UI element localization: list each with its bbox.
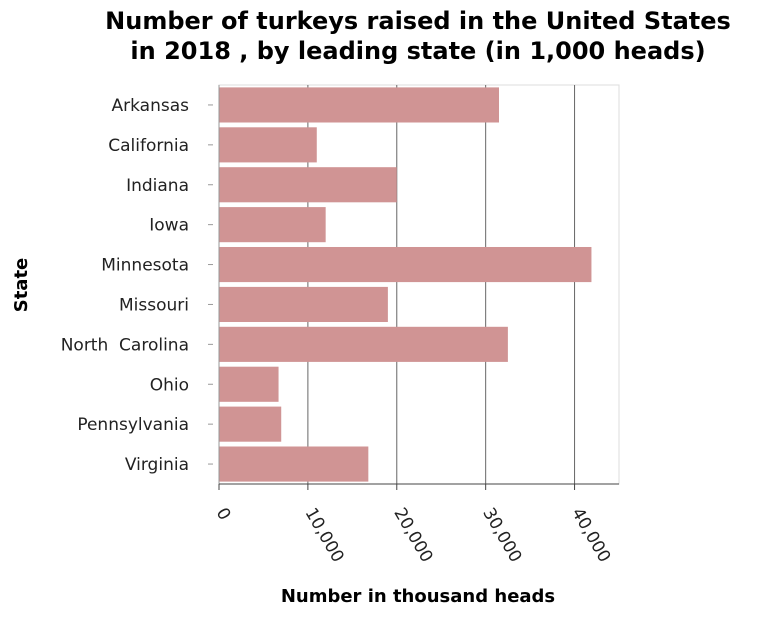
bar bbox=[219, 87, 499, 123]
y-tick-label: Arkansas bbox=[112, 96, 190, 116]
bar bbox=[219, 366, 279, 402]
bar bbox=[219, 446, 369, 482]
bar bbox=[219, 167, 397, 203]
y-tick-label: Minnesota bbox=[101, 256, 189, 276]
y-tick-label: North Carolina bbox=[61, 335, 189, 355]
y-tick-label: Virginia bbox=[125, 455, 189, 475]
bar bbox=[219, 326, 508, 362]
chart-title-line-2: in 2018 , by leading state (in 1,000 hea… bbox=[130, 37, 705, 65]
axes: Arkansas California Indiana Iowa Minnesota Mi… bbox=[61, 85, 619, 566]
y-tick-label: Pennsylvania bbox=[77, 415, 189, 435]
x-tick-label: 20,000 bbox=[389, 505, 436, 567]
x-tick-label: 30,000 bbox=[478, 505, 525, 567]
y-tick-label: California bbox=[108, 136, 189, 156]
bars bbox=[219, 87, 592, 482]
x-tick-label: 40,000 bbox=[567, 505, 614, 567]
bar bbox=[219, 246, 592, 283]
x-axis-title: Number in thousand heads bbox=[281, 586, 555, 607]
bar bbox=[219, 207, 326, 243]
y-axis-title: State bbox=[11, 258, 32, 313]
chart-title-line-1: Number of turkeys raised in the United S… bbox=[105, 7, 731, 35]
x-tick-label: 10,000 bbox=[301, 505, 348, 567]
bar bbox=[219, 127, 317, 163]
y-tick-label: Indiana bbox=[126, 176, 189, 196]
bar bbox=[219, 406, 282, 442]
y-tick-label: Ohio bbox=[150, 375, 189, 395]
y-tick-label: Missouri bbox=[119, 295, 189, 315]
y-tick-label: Iowa bbox=[149, 216, 189, 236]
x-tick-label: 0 bbox=[212, 505, 235, 524]
bar bbox=[219, 286, 388, 323]
